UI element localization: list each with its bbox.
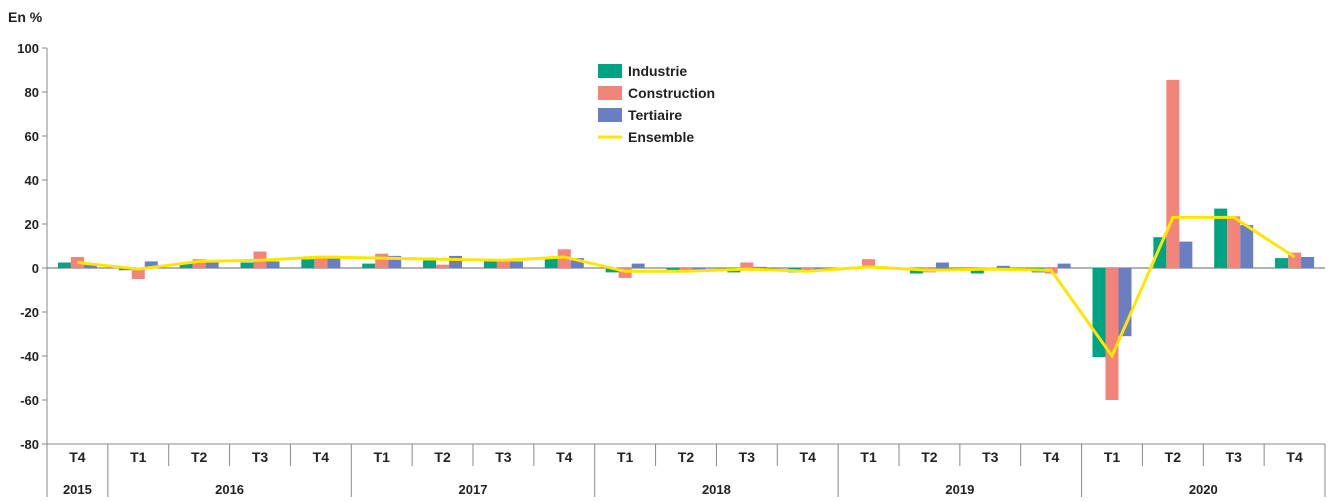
- y-tick-label: -80: [20, 437, 39, 452]
- bar-industrie-4: [301, 259, 315, 268]
- bar-construction-11: [740, 262, 754, 268]
- x-tick-label: T1: [374, 449, 391, 465]
- bar-tertiaire-18: [1179, 241, 1193, 268]
- bar-tertiaire-0: [83, 264, 97, 268]
- bar-tertiaire-9: [631, 263, 645, 268]
- bar-tertiaire-2: [205, 261, 219, 268]
- x-tick-label: T2: [921, 449, 938, 465]
- x-tick-label: T3: [252, 449, 269, 465]
- bar-industrie-20: [1275, 258, 1289, 268]
- bar-industrie-19: [1214, 208, 1228, 268]
- y-tick-label: -20: [20, 305, 39, 320]
- x-tick-label: T4: [69, 449, 86, 465]
- line-ensemble: [77, 215, 1296, 360]
- bar-tertiaire-19: [1240, 225, 1254, 268]
- bar-tertiaire-8: [570, 258, 584, 268]
- bar-construction-6: [436, 264, 450, 268]
- bar-construction-12: [801, 268, 815, 271]
- bar-tertiaire-16: [1057, 263, 1071, 268]
- legend-swatch-tertiaire: [598, 108, 622, 122]
- bar-industrie-2: [179, 263, 193, 268]
- bars-group: [57, 79, 1315, 400]
- ensemble-line-group: [77, 215, 1296, 360]
- legend-swatch-industrie: [598, 64, 622, 78]
- y-tick-label: 60: [25, 129, 39, 144]
- y-tick-label: -40: [20, 349, 39, 364]
- y-tick-label: 80: [25, 85, 39, 100]
- legend-label-industrie: Industrie: [628, 63, 687, 79]
- bar-tertiaire-1: [144, 261, 158, 268]
- bar-construction-9: [618, 268, 632, 278]
- x-tick-label: T1: [130, 449, 147, 465]
- legend-swatch-construction: [598, 86, 622, 100]
- year-label: 2015: [63, 482, 92, 497]
- bar-construction-1: [131, 268, 145, 279]
- x-tick-label: T2: [678, 449, 695, 465]
- x-tick-label: T4: [1043, 449, 1060, 465]
- legend-label-ensemble: Ensemble: [628, 129, 694, 145]
- y-tick-label: 40: [25, 173, 39, 188]
- year-label: 2018: [702, 482, 731, 497]
- year-label: 2020: [1189, 482, 1218, 497]
- legend: Industrie Construction Tertiaire Ensemble: [598, 63, 715, 145]
- bar-industrie-3: [240, 262, 254, 268]
- x-tick-label: T1: [1104, 449, 1121, 465]
- x-tick-label: T1: [617, 449, 634, 465]
- x-tick-label: T4: [556, 449, 573, 465]
- bar-industrie-8: [544, 258, 558, 268]
- bar-tertiaire-20: [1301, 257, 1315, 268]
- bar-tertiaire-15: [996, 265, 1010, 268]
- y-axis: -80 -60 -40 -20 0 20 40 60 80 100: [17, 41, 48, 452]
- x-tick-label: T4: [800, 449, 817, 465]
- bar-tertiaire-11: [753, 266, 767, 268]
- year-label: 2017: [459, 482, 488, 497]
- bar-construction-5: [375, 253, 389, 268]
- x-tick-label: T3: [1226, 449, 1243, 465]
- y-tick-label: 100: [17, 41, 39, 56]
- x-axis: T4 T1 T2 T3 T4 T1 T2 T3 T4 T1 T2 T3 T4 T1 T2 T3 T4 T1 T2 T3…: [46, 443, 1326, 497]
- x-tick-label: T3: [982, 449, 999, 465]
- legend-label-tertiaire: Tertiaire: [628, 107, 682, 123]
- year-label: 2016: [215, 482, 244, 497]
- x-tick-label: T2: [191, 449, 208, 465]
- legend-label-construction: Construction: [628, 85, 715, 101]
- bar-industrie-6: [423, 260, 437, 268]
- bar-industrie-0: [57, 262, 71, 268]
- x-tick-label: T4: [1286, 449, 1303, 465]
- bar-construction-10: [679, 268, 693, 271]
- x-tick-label: T2: [434, 449, 451, 465]
- bar-construction-2: [192, 259, 206, 268]
- bar-construction-17: [1105, 268, 1119, 400]
- y-tick-label: 0: [32, 261, 39, 276]
- bar-construction-4: [314, 257, 328, 268]
- bar-tertiaire-3: [266, 261, 280, 268]
- bar-industrie-9: [605, 268, 619, 273]
- bar-tertiaire-6: [449, 255, 463, 268]
- bar-construction-8: [557, 249, 571, 268]
- bar-construction-13: [862, 259, 876, 268]
- bar-construction-7: [496, 259, 510, 268]
- y-tick-label: 20: [25, 217, 39, 232]
- bar-industrie-5: [362, 263, 376, 268]
- y-tick-label: -60: [20, 393, 39, 408]
- bar-tertiaire-7: [509, 261, 523, 268]
- bar-tertiaire-14: [935, 262, 949, 268]
- x-tick-label: T1: [860, 449, 877, 465]
- x-tick-label: T3: [495, 449, 512, 465]
- bar-tertiaire-4: [327, 255, 341, 268]
- bar-industrie-18: [1153, 237, 1167, 268]
- y-unit-label: En %: [8, 9, 43, 25]
- bar-tertiaire-10: [692, 268, 706, 271]
- bar-industrie-7: [483, 260, 497, 268]
- x-tick-label: T2: [1165, 449, 1182, 465]
- x-tick-label: T3: [739, 449, 756, 465]
- bar-construction-18: [1166, 79, 1180, 269]
- x-tick-label: T4: [313, 449, 330, 465]
- year-label: 2019: [945, 482, 974, 497]
- bar-construction-19: [1227, 216, 1241, 268]
